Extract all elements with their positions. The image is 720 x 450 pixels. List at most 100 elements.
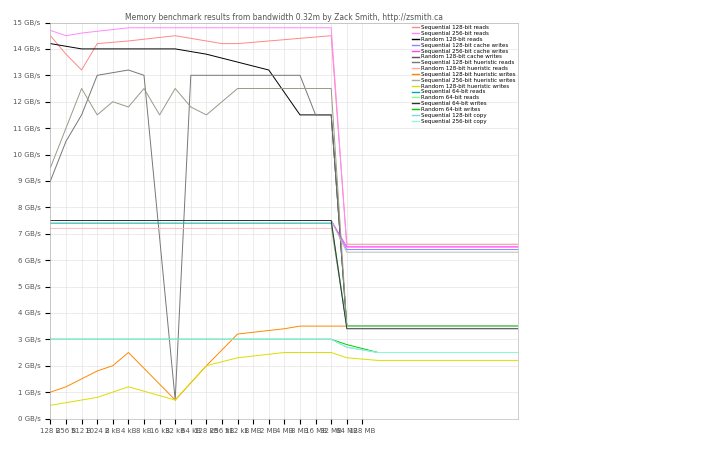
Sequential 128-bit hueristic reads (46, 165, 55, 171)
Line: Sequential 64-bit writes: Sequential 64-bit writes (50, 220, 530, 329)
Random 128-bit reads (136, 46, 145, 52)
Random 64-bit reads (526, 324, 534, 329)
Sequential 128-bit hueristic reads (343, 324, 351, 329)
Sequential 128-bit copy (186, 337, 195, 342)
Sequential 128-bit hueristic writes (77, 376, 86, 382)
Random 64-bit reads (323, 218, 332, 223)
Sequential 64-bit reads (256, 220, 265, 226)
Sequential 256-bit copy (46, 337, 55, 342)
Sequential 128-bit cache writes (46, 218, 55, 223)
Sequential 128-bit reads (256, 39, 265, 45)
Sequential 64-bit writes (323, 218, 332, 223)
Sequential 128-bit copy (136, 337, 145, 342)
Line: Sequential 128-bit cache writes: Sequential 128-bit cache writes (50, 220, 530, 250)
Sequential 128-bit reads (323, 33, 332, 39)
Sequential 128-bit reads (77, 68, 86, 73)
Sequential 256-bit hueristic writes (46, 218, 55, 223)
Sequential 256-bit reads (190, 25, 199, 31)
Sequential 128-bit reads (526, 242, 534, 247)
Line: Random 64-bit writes: Random 64-bit writes (50, 339, 530, 352)
Random 64-bit writes (77, 337, 86, 342)
Sequential 64-bit writes (136, 218, 145, 223)
Sequential 64-bit reads (526, 324, 534, 329)
Random 64-bit reads (136, 218, 145, 223)
Random 128-bit cache writes (194, 72, 203, 78)
Random 64-bit reads (343, 324, 351, 329)
Line: Random 128-bit hueristic writes: Random 128-bit hueristic writes (50, 352, 530, 405)
Title: Memory benchmark results from bandwidth 0.32m by Zack Smith, http://zsmith.ca: Memory benchmark results from bandwidth … (125, 13, 444, 22)
Line: Sequential 256-bit cache writes: Sequential 256-bit cache writes (50, 220, 530, 247)
Random 128-bit hueristic reads (50, 226, 58, 231)
Random 128-bit hueristic reads (343, 324, 351, 329)
Sequential 256-bit reads (50, 29, 58, 35)
Sequential 256-bit hueristic writes (343, 249, 351, 255)
Sequential 64-bit reads (343, 324, 351, 329)
Sequential 128-bit hueristic writes (190, 376, 199, 381)
Sequential 64-bit writes (50, 218, 58, 223)
Sequential 128-bit hueristic reads (327, 86, 336, 91)
Sequential 64-bit writes (343, 326, 351, 332)
Sequential 128-bit hueristic reads (190, 106, 199, 112)
Random 128-bit cache writes (526, 324, 534, 329)
Random 128-bit cache writes (140, 72, 148, 78)
Sequential 256-bit copy (526, 350, 534, 355)
Sequential 64-bit reads (77, 220, 86, 226)
Sequential 64-bit writes (77, 218, 86, 223)
Random 128-bit hueristic reads (77, 226, 86, 231)
Sequential 256-bit cache writes (256, 218, 265, 223)
Sequential 128-bit hueristic writes (526, 324, 534, 329)
Line: Sequential 128-bit hueristic reads: Sequential 128-bit hueristic reads (50, 89, 530, 326)
Sequential 256-bit cache writes (186, 218, 195, 223)
Random 128-bit reads (323, 112, 332, 117)
Random 128-bit hueristic writes (327, 350, 336, 355)
Line: Sequential 256-bit reads: Sequential 256-bit reads (50, 28, 530, 247)
Sequential 128-bit copy (323, 337, 332, 342)
Random 128-bit reads (77, 46, 86, 52)
Random 128-bit hueristic writes (526, 358, 534, 363)
Random 128-bit hueristic reads (526, 324, 534, 329)
Sequential 64-bit reads (323, 220, 332, 226)
Sequential 256-bit cache writes (77, 218, 86, 223)
Line: Sequential 128-bit copy: Sequential 128-bit copy (50, 339, 530, 352)
Sequential 256-bit copy (50, 337, 58, 342)
Sequential 64-bit reads (46, 220, 55, 226)
Sequential 128-bit hueristic writes (46, 389, 55, 395)
Sequential 128-bit copy (50, 337, 58, 342)
Random 128-bit cache writes (46, 178, 55, 184)
Sequential 256-bit hueristic writes (77, 218, 86, 223)
Random 128-bit reads (343, 324, 351, 329)
Sequential 256-bit hueristic writes (526, 249, 534, 255)
Sequential 128-bit hueristic writes (296, 324, 305, 329)
Line: Random 128-bit reads: Random 128-bit reads (50, 44, 530, 326)
Random 128-bit cache writes (171, 397, 179, 403)
Sequential 256-bit reads (327, 25, 336, 31)
Random 64-bit writes (186, 337, 195, 342)
Random 64-bit reads (77, 218, 86, 223)
Sequential 128-bit cache writes (186, 218, 195, 223)
Random 128-bit cache writes (330, 165, 339, 171)
Random 128-bit reads (50, 41, 58, 47)
Random 128-bit hueristic writes (46, 403, 55, 408)
Random 64-bit writes (374, 350, 382, 355)
Sequential 128-bit reads (46, 33, 55, 38)
Random 128-bit hueristic writes (186, 380, 195, 386)
Line: Sequential 128-bit reads: Sequential 128-bit reads (50, 36, 530, 244)
Sequential 256-bit reads (140, 25, 148, 31)
Sequential 256-bit copy (186, 337, 195, 342)
Random 128-bit hueristic writes (50, 402, 58, 407)
Line: Random 128-bit cache writes: Random 128-bit cache writes (50, 70, 530, 400)
Sequential 128-bit cache writes (526, 247, 534, 252)
Sequential 256-bit reads (77, 30, 86, 36)
Random 64-bit writes (136, 337, 145, 342)
Random 128-bit cache writes (77, 112, 86, 117)
Legend: Sequential 128-bit reads, Sequential 256-bit reads, Random 128-bit reads, Sequen: Sequential 128-bit reads, Sequential 256… (413, 25, 516, 124)
Sequential 128-bit copy (77, 337, 86, 342)
Sequential 128-bit hueristic reads (81, 92, 90, 98)
Sequential 64-bit writes (186, 218, 195, 223)
Sequential 256-bit cache writes (50, 218, 58, 223)
Sequential 128-bit copy (256, 337, 265, 342)
Random 128-bit hueristic writes (136, 387, 145, 393)
Sequential 128-bit reads (186, 36, 195, 41)
Random 128-bit hueristic reads (46, 226, 55, 231)
Sequential 256-bit reads (526, 244, 534, 250)
